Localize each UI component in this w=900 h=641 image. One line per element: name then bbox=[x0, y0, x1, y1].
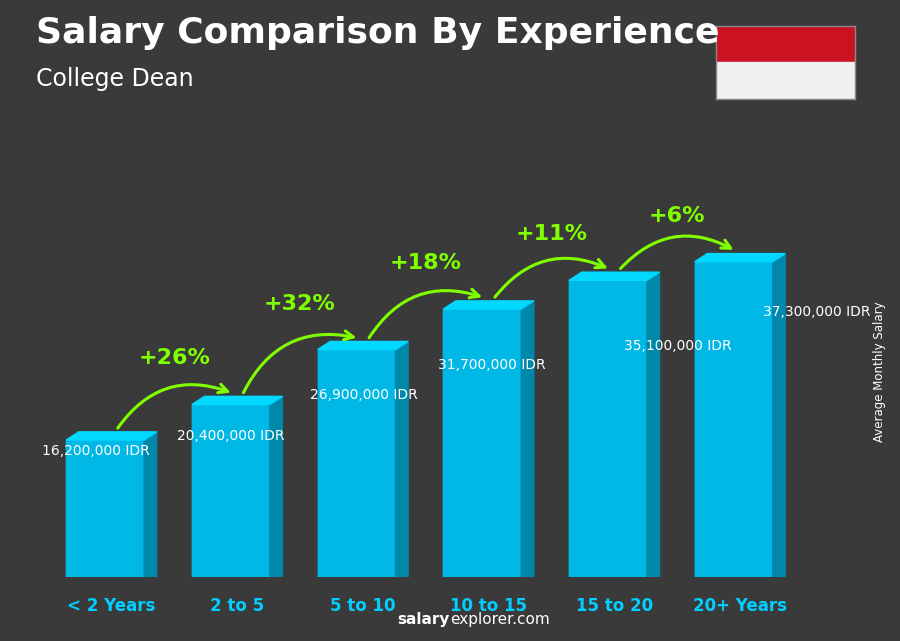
Text: 16,200,000 IDR: 16,200,000 IDR bbox=[42, 444, 150, 458]
Polygon shape bbox=[192, 396, 283, 404]
Text: 10 to 15: 10 to 15 bbox=[450, 597, 527, 615]
Polygon shape bbox=[521, 301, 534, 577]
Text: College Dean: College Dean bbox=[36, 67, 194, 91]
FancyArrowPatch shape bbox=[621, 236, 731, 269]
Polygon shape bbox=[695, 254, 786, 262]
Text: Salary Comparison By Experience: Salary Comparison By Experience bbox=[36, 16, 719, 50]
Text: < 2 Years: < 2 Years bbox=[68, 597, 156, 615]
Text: 20,400,000 IDR: 20,400,000 IDR bbox=[176, 429, 284, 442]
Polygon shape bbox=[192, 404, 270, 577]
Text: 20+ Years: 20+ Years bbox=[693, 597, 787, 615]
Polygon shape bbox=[318, 349, 395, 577]
Polygon shape bbox=[444, 301, 534, 309]
Polygon shape bbox=[569, 272, 660, 280]
Bar bbox=[716, 26, 855, 62]
Text: explorer.com: explorer.com bbox=[450, 612, 550, 627]
Text: +6%: +6% bbox=[649, 206, 706, 226]
Text: Average Monthly Salary: Average Monthly Salary bbox=[874, 301, 886, 442]
Text: +26%: +26% bbox=[139, 349, 211, 369]
Text: +11%: +11% bbox=[516, 224, 588, 244]
Polygon shape bbox=[773, 254, 786, 577]
Polygon shape bbox=[270, 396, 283, 577]
Polygon shape bbox=[395, 342, 408, 577]
Polygon shape bbox=[569, 280, 647, 577]
Text: 31,700,000 IDR: 31,700,000 IDR bbox=[438, 358, 546, 372]
Text: 37,300,000 IDR: 37,300,000 IDR bbox=[762, 305, 870, 319]
FancyArrowPatch shape bbox=[243, 331, 353, 393]
Polygon shape bbox=[67, 432, 157, 440]
Polygon shape bbox=[444, 309, 521, 577]
Polygon shape bbox=[647, 272, 660, 577]
Polygon shape bbox=[144, 432, 157, 577]
FancyArrowPatch shape bbox=[118, 384, 228, 428]
FancyArrowPatch shape bbox=[369, 289, 479, 338]
Text: 35,100,000 IDR: 35,100,000 IDR bbox=[625, 338, 732, 353]
Text: salary: salary bbox=[398, 612, 450, 627]
FancyArrowPatch shape bbox=[495, 258, 605, 297]
Bar bbox=[716, 62, 855, 99]
Text: 5 to 10: 5 to 10 bbox=[330, 597, 396, 615]
Polygon shape bbox=[695, 262, 773, 577]
Text: +32%: +32% bbox=[264, 294, 336, 313]
Text: +18%: +18% bbox=[390, 253, 462, 273]
Text: 26,900,000 IDR: 26,900,000 IDR bbox=[310, 388, 418, 402]
Polygon shape bbox=[318, 342, 408, 349]
Text: 2 to 5: 2 to 5 bbox=[210, 597, 265, 615]
Polygon shape bbox=[67, 440, 144, 577]
Text: 15 to 20: 15 to 20 bbox=[576, 597, 652, 615]
